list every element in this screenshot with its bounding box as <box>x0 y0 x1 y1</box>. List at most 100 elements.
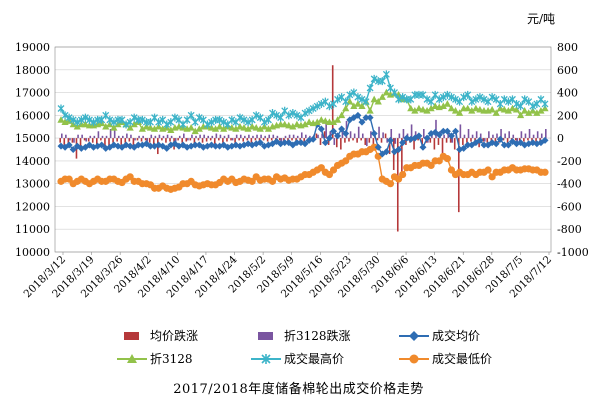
high-price-point <box>439 93 447 102</box>
high-price-point <box>244 118 252 127</box>
idx-change-bar <box>73 138 75 143</box>
avg-change-bar <box>189 138 192 141</box>
right-axis: -1000 -800 -600 -400 -200 0 200 400 600 800 <box>557 41 589 259</box>
idx-change-bar <box>272 134 275 139</box>
idx-change-bar <box>93 135 96 139</box>
idx-change-bar <box>370 131 372 139</box>
avg-change-bar <box>352 138 354 141</box>
idx-price-point <box>244 125 252 132</box>
idx-change-bar <box>113 129 116 139</box>
high-price-point <box>529 102 537 111</box>
idx-price-point <box>317 116 325 123</box>
high-price-point <box>122 120 130 129</box>
idx-price-point <box>338 111 346 119</box>
idx-price-point <box>126 124 134 131</box>
right-tick-label: 200 <box>557 109 578 122</box>
avg-change-bar <box>441 138 444 157</box>
idx-price-point <box>69 120 77 128</box>
avg-change-bar <box>116 138 118 142</box>
high-price-point <box>171 113 179 122</box>
avg-price-point <box>395 146 403 153</box>
avg-change-bar <box>197 138 200 141</box>
idx-change-bar <box>366 138 368 147</box>
high-price-point <box>305 106 313 115</box>
idx-change-bar <box>138 135 140 139</box>
price-lines <box>57 70 549 193</box>
avg-change-bar <box>250 138 253 143</box>
idx-change-bar <box>166 134 169 139</box>
left-tick-label: 18000 <box>15 64 50 77</box>
idx-change-bar <box>244 135 246 139</box>
idx-change-bar <box>170 135 173 139</box>
avg-price-point <box>334 132 342 140</box>
idx-price-point <box>333 116 342 123</box>
right-tick-label: 0 <box>557 132 564 145</box>
high-price-point <box>325 102 333 111</box>
x-axis: 2018/3/122018/3/192018/3/262018/4/22018/… <box>22 252 554 300</box>
avg-change-bar <box>535 138 537 143</box>
avg-change-bar <box>63 138 66 145</box>
idx-price-point <box>346 97 354 105</box>
avg-price-point <box>134 141 142 149</box>
avg-change-bar <box>218 138 220 141</box>
idx-price-point <box>512 105 521 113</box>
low-price-point <box>399 170 407 179</box>
high-price-point <box>480 95 488 104</box>
idx-change-bar <box>105 135 108 139</box>
high-price-point <box>476 93 484 102</box>
avg-change-bar <box>205 138 208 142</box>
low-price-point <box>443 155 451 163</box>
idx-change-bar <box>520 131 523 139</box>
high-price-point <box>468 97 476 106</box>
avg-change-bar <box>360 138 362 141</box>
high-price-point <box>155 118 163 127</box>
high-price-point <box>81 113 89 122</box>
idx-price-point <box>321 117 329 124</box>
high-price-point <box>500 95 508 104</box>
avg-change-bar <box>295 138 297 142</box>
idx-price-point <box>73 122 81 130</box>
idx-price-point <box>407 104 415 112</box>
high-price-point <box>195 113 203 122</box>
high-price-point <box>443 90 451 99</box>
right-tick-label: 400 <box>557 87 578 100</box>
idx-price-point <box>492 109 500 116</box>
avg-change-bar <box>315 133 318 139</box>
idx-change-bar <box>305 134 307 139</box>
legend-idx-change: 折3128跌涨 <box>251 327 351 344</box>
right-tick-label: -200 <box>557 155 582 168</box>
avg-price-point <box>293 139 301 147</box>
avg-change-bar <box>279 138 281 141</box>
idx-change-bar <box>524 133 527 139</box>
idx-price-point <box>138 125 146 132</box>
idx-change-bar <box>211 135 214 139</box>
avg-change-bar <box>396 138 399 232</box>
high-price-point <box>110 118 118 127</box>
idx-change-bar <box>109 129 112 139</box>
avg-change-bar <box>291 138 293 141</box>
idx-change-bar <box>264 135 266 139</box>
avg-change-bar <box>230 138 232 141</box>
right-tick-label: -800 <box>557 223 582 236</box>
high-price-point <box>354 93 362 102</box>
idx-change-bar <box>394 138 397 144</box>
idx-price-point <box>167 126 175 133</box>
idx-price-point <box>374 97 382 105</box>
idx-change-bar <box>207 135 210 139</box>
idx-price-point <box>264 125 273 132</box>
idx-price-point <box>431 102 439 110</box>
idx-price-point <box>488 105 496 113</box>
avg-change-bar <box>87 138 90 142</box>
left-tick-label: 10000 <box>15 246 50 259</box>
idx-change-bar <box>463 134 466 139</box>
idx-price-point <box>366 106 374 114</box>
avg-change-bar <box>165 138 167 143</box>
idx-change-bar <box>353 133 356 139</box>
avg-price-point <box>338 125 346 133</box>
high-price-point <box>220 118 228 127</box>
idx-price-point <box>175 122 183 130</box>
avg-change-bar <box>242 138 245 142</box>
high-price-point <box>313 102 321 111</box>
idx-change-bar <box>333 138 336 145</box>
idx-price-point <box>541 104 549 112</box>
